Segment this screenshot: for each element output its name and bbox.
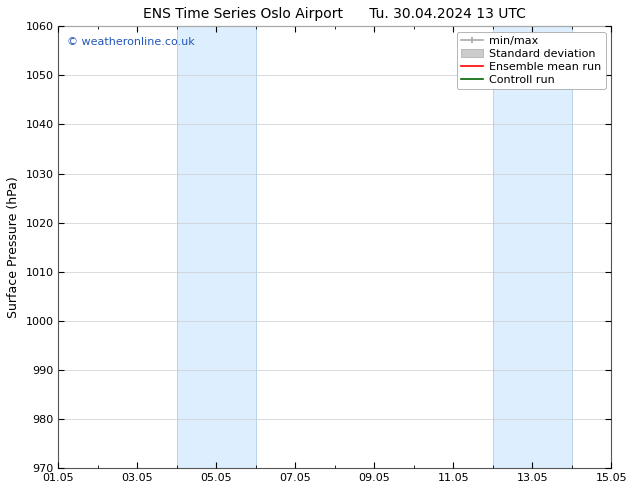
Bar	[177, 26, 256, 468]
Y-axis label: Surface Pressure (hPa): Surface Pressure (hPa)	[7, 176, 20, 318]
Legend: min/max, Standard deviation, Ensemble mean run, Controll run: min/max, Standard deviation, Ensemble me…	[456, 32, 605, 89]
Title: ENS Time Series Oslo Airport      Tu. 30.04.2024 13 UTC: ENS Time Series Oslo Airport Tu. 30.04.2…	[143, 7, 526, 21]
Text: © weatheronline.co.uk: © weatheronline.co.uk	[67, 37, 195, 48]
Bar	[493, 26, 572, 468]
